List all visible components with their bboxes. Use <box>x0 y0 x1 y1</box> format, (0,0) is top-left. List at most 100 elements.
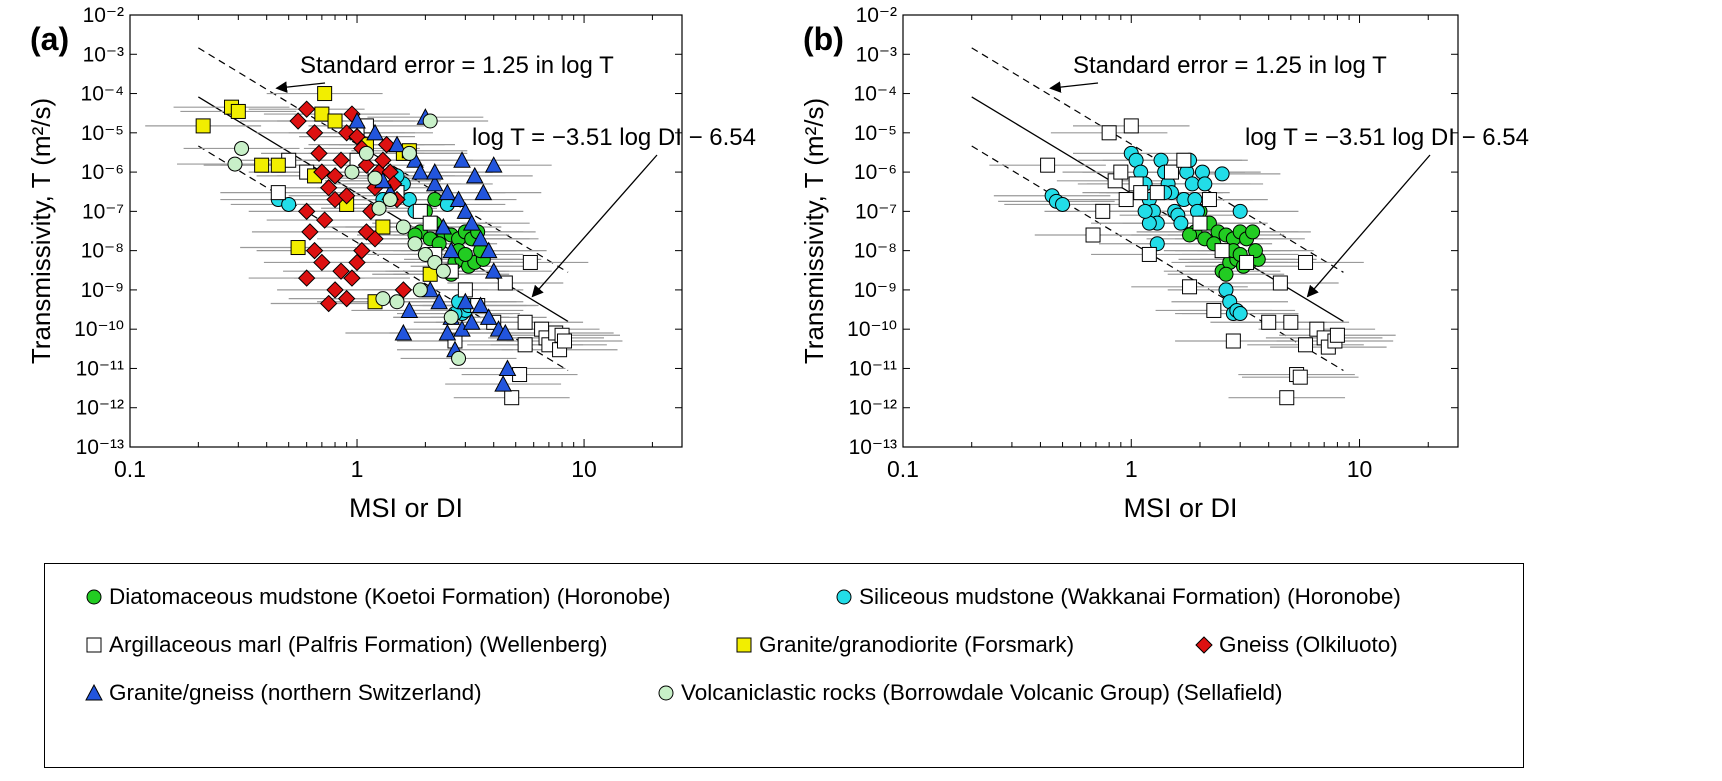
legend-label: Gneiss (Olkiluoto) <box>1219 632 1398 657</box>
y-tick-label: 10⁻¹¹ <box>849 357 897 380</box>
data-point <box>425 163 444 180</box>
chart-panel-a: (a) 10⁻² 10⁻³ 10⁻⁴ 10⁻⁵ 10⁻⁶ 10⁻⁷ 10⁻⁸ 10⁻⁹ 10⁻¹⁰… <box>26 4 756 523</box>
data-point <box>422 113 438 129</box>
data-point <box>422 215 438 231</box>
data-point <box>234 140 250 156</box>
data-point <box>1113 164 1129 180</box>
data-point <box>522 254 538 270</box>
data-point <box>332 151 350 169</box>
data-point <box>556 333 572 349</box>
data-point <box>270 185 286 201</box>
legend-marker <box>85 684 103 701</box>
data-point <box>442 241 461 259</box>
data-point <box>313 253 331 272</box>
data-point <box>317 86 333 102</box>
data-point <box>430 292 448 310</box>
legend-marker <box>836 589 852 605</box>
y-tick-label: 10⁻¹³ <box>76 436 124 459</box>
data-point <box>462 313 481 330</box>
data-point <box>1218 266 1234 282</box>
y-tick-label: 10⁻³ <box>856 43 897 66</box>
data-point <box>496 323 515 341</box>
data-point <box>1261 314 1277 330</box>
data-point <box>367 170 383 186</box>
data-point <box>195 118 211 134</box>
data-point <box>425 174 444 192</box>
panel-label: (b) <box>803 21 844 57</box>
y-tick-label: 10⁻⁸ <box>81 240 124 263</box>
data-point <box>443 309 459 325</box>
arrow-regression <box>1306 154 1431 298</box>
annotation-regression: log T = −3.51 log DI − 6.54 <box>1245 124 1529 151</box>
legend-item: Granite/gneiss (northern Switzerland) <box>85 680 482 706</box>
y-tick-label: 10⁻⁵ <box>854 122 897 145</box>
y-tick-label: 10⁻⁷ <box>855 200 897 223</box>
data-point <box>1040 157 1056 173</box>
plot-frame <box>129 14 683 448</box>
lower-error-line <box>971 145 1344 372</box>
legend-item: Gneiss (Olkiluoto) <box>1195 632 1398 658</box>
y-tick-label: 10⁻² <box>856 4 897 27</box>
data-point <box>412 282 428 298</box>
legend-marker-icon <box>1195 636 1213 654</box>
data-point <box>227 156 243 172</box>
data-point <box>479 241 498 259</box>
data-point <box>479 308 498 325</box>
y-tick-label: 10⁻¹⁰ <box>74 318 124 341</box>
data-point <box>457 246 473 262</box>
data-point <box>1133 185 1149 201</box>
annotation-regression: log T = −3.51 log DI − 6.54 <box>472 124 756 151</box>
y-tick-label: 10⁻⁵ <box>81 122 124 145</box>
chart-panel-b: (b) 10⁻² 10⁻³ 10⁻⁴ 10⁻⁵ 10⁻⁶ 10⁻⁷ 10⁻⁸ 10⁻⁹ 10⁻¹⁰… <box>799 4 1529 523</box>
data-point <box>1192 215 1208 231</box>
data-point <box>357 156 376 174</box>
data-point <box>1197 176 1213 192</box>
data-point <box>438 183 457 201</box>
panel-label: (a) <box>30 21 69 57</box>
data-point <box>411 163 430 180</box>
legend-marker-icon <box>86 637 102 653</box>
data-point <box>353 241 371 260</box>
data-point <box>319 294 338 313</box>
data-point <box>374 151 392 169</box>
plot-area <box>145 47 623 406</box>
data-point <box>1141 246 1157 262</box>
data-point <box>1298 337 1314 353</box>
data-point <box>314 106 330 122</box>
legend-marker-icon <box>736 637 752 653</box>
data-point <box>1239 254 1255 270</box>
legend-marker <box>86 637 102 653</box>
y-tick-label: 10⁻⁶ <box>854 161 897 184</box>
data-point <box>358 145 374 161</box>
data-point <box>498 359 517 376</box>
plot-frame <box>902 14 1459 448</box>
x-tick-label: 1 <box>351 456 364 482</box>
data-point <box>297 100 316 118</box>
data-point <box>1298 254 1314 270</box>
y-tick-label: 10⁻² <box>83 4 124 27</box>
y-tick-label: 10⁻¹² <box>849 397 897 420</box>
plot-area <box>971 47 1396 406</box>
data-point <box>435 263 451 279</box>
y-axis-label: Transmissivity, T (m²/s) <box>799 98 829 364</box>
y-tick-label: 10⁻¹² <box>76 397 124 420</box>
x-axis-label: MSI or DI <box>1123 493 1237 523</box>
data-point <box>1163 164 1179 180</box>
data-point <box>412 203 428 219</box>
data-point <box>344 164 360 180</box>
data-point <box>1283 314 1299 330</box>
y-tick-label: 10⁻⁴ <box>854 83 897 106</box>
legend-label: Siliceous mudstone (Wakkanai Formation) … <box>859 584 1401 609</box>
data-point <box>1095 203 1111 219</box>
arrow-regression <box>531 154 658 298</box>
data-point <box>407 236 423 252</box>
data-point <box>366 123 384 141</box>
data-point <box>305 241 324 260</box>
data-point <box>289 112 307 130</box>
data-point <box>517 337 533 353</box>
data-point <box>471 296 490 314</box>
data-point <box>315 211 334 229</box>
data-point <box>1329 327 1345 343</box>
data-point <box>254 157 270 173</box>
data-point <box>1085 227 1101 243</box>
